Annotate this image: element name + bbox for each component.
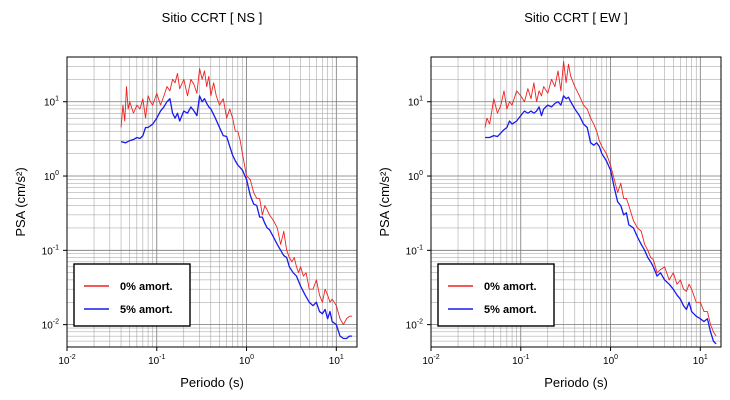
y-tick-base: 10 (406, 246, 418, 257)
y-tick-label: 10-2 (42, 319, 59, 332)
y-tick-exp: 0 (419, 170, 423, 177)
legend-box (73, 263, 191, 327)
x-tick-base: 10 (58, 356, 70, 367)
y-tick-base: 10 (408, 172, 420, 183)
y-tick-exp: -1 (53, 244, 59, 251)
x-tick-exp: 0 (250, 354, 254, 361)
x-axis-label: Periodo (s) (544, 375, 608, 390)
x-tick-base: 10 (603, 356, 615, 367)
plot-frame (66, 56, 358, 348)
x-tick-base: 10 (329, 356, 341, 367)
legend-label: 0% amort. (120, 281, 173, 293)
x-tick-base: 10 (422, 356, 434, 367)
y-tick-base: 10 (44, 98, 56, 109)
x-tick-label: 10-1 (512, 354, 529, 367)
x-tick-label: 100 (603, 354, 618, 367)
legend: 0% amort. 5% amort. (73, 263, 191, 327)
y-tick-base: 10 (406, 321, 418, 332)
x-tick-exp: 1 (340, 354, 344, 361)
y-tick-label: 100 (408, 170, 423, 183)
x-tick-label: 10-2 (58, 354, 75, 367)
y-tick-exp: -2 (417, 319, 423, 326)
y-axis-label: PSA (cm/s²) (377, 167, 392, 236)
y-tick-label: 10-1 (406, 244, 423, 257)
legend-label: 5% amort. (120, 304, 173, 316)
series-line-amort-0 (120, 68, 353, 326)
series-line-amort-0 (484, 60, 717, 337)
plot-frame (430, 56, 722, 348)
legend: 0% amort. 5% amort. (437, 263, 555, 327)
x-tick-label: 101 (329, 354, 344, 367)
x-axis-label: Periodo (s) (180, 375, 244, 390)
chart-panel-2: Sitio CCRT [ EW ]10-2 10-1 100 10110-210-11… (377, 10, 722, 390)
chart-title: Sitio CCRT [ EW ] (524, 10, 628, 25)
y-tick-base: 10 (42, 246, 54, 257)
y-tick-exp: -1 (417, 244, 423, 251)
y-tick-exp: 0 (55, 170, 59, 177)
legend-label: 0% amort. (484, 281, 537, 293)
legend-box (437, 263, 555, 327)
x-tick-base: 10 (148, 356, 160, 367)
x-tick-exp: 1 (704, 354, 708, 361)
x-tick-label: 10-1 (148, 354, 165, 367)
x-tick-base: 10 (512, 356, 524, 367)
y-tick-exp: 1 (419, 96, 423, 103)
y-tick-label: 101 (44, 96, 59, 109)
y-tick-label: 101 (408, 96, 423, 109)
x-tick-label: 10-2 (422, 354, 439, 367)
legend-label: 5% amort. (484, 304, 537, 316)
x-tick-base: 10 (239, 356, 251, 367)
y-axis-label: PSA (cm/s²) (13, 167, 28, 236)
y-tick-base: 10 (44, 172, 56, 183)
x-tick-exp: -1 (159, 354, 165, 361)
chart-panel-1: Sitio CCRT [ NS ]10-2 10-1 100 10110-210-11… (13, 10, 358, 390)
y-tick-base: 10 (408, 98, 420, 109)
x-tick-exp: -2 (69, 354, 75, 361)
y-tick-label: 10-2 (406, 319, 423, 332)
x-tick-label: 101 (693, 354, 708, 367)
y-tick-base: 10 (42, 321, 54, 332)
series-line-amort-5 (120, 95, 353, 340)
series-line-amort-5 (485, 95, 717, 345)
x-tick-exp: -2 (433, 354, 439, 361)
y-tick-label: 100 (44, 170, 59, 183)
chart-title: Sitio CCRT [ NS ] (162, 10, 263, 25)
x-tick-base: 10 (693, 356, 705, 367)
y-tick-exp: 1 (55, 96, 59, 103)
x-tick-exp: -1 (523, 354, 529, 361)
x-tick-label: 100 (239, 354, 254, 367)
y-tick-label: 10-1 (42, 244, 59, 257)
y-tick-exp: -2 (53, 319, 59, 326)
x-tick-exp: 0 (614, 354, 618, 361)
